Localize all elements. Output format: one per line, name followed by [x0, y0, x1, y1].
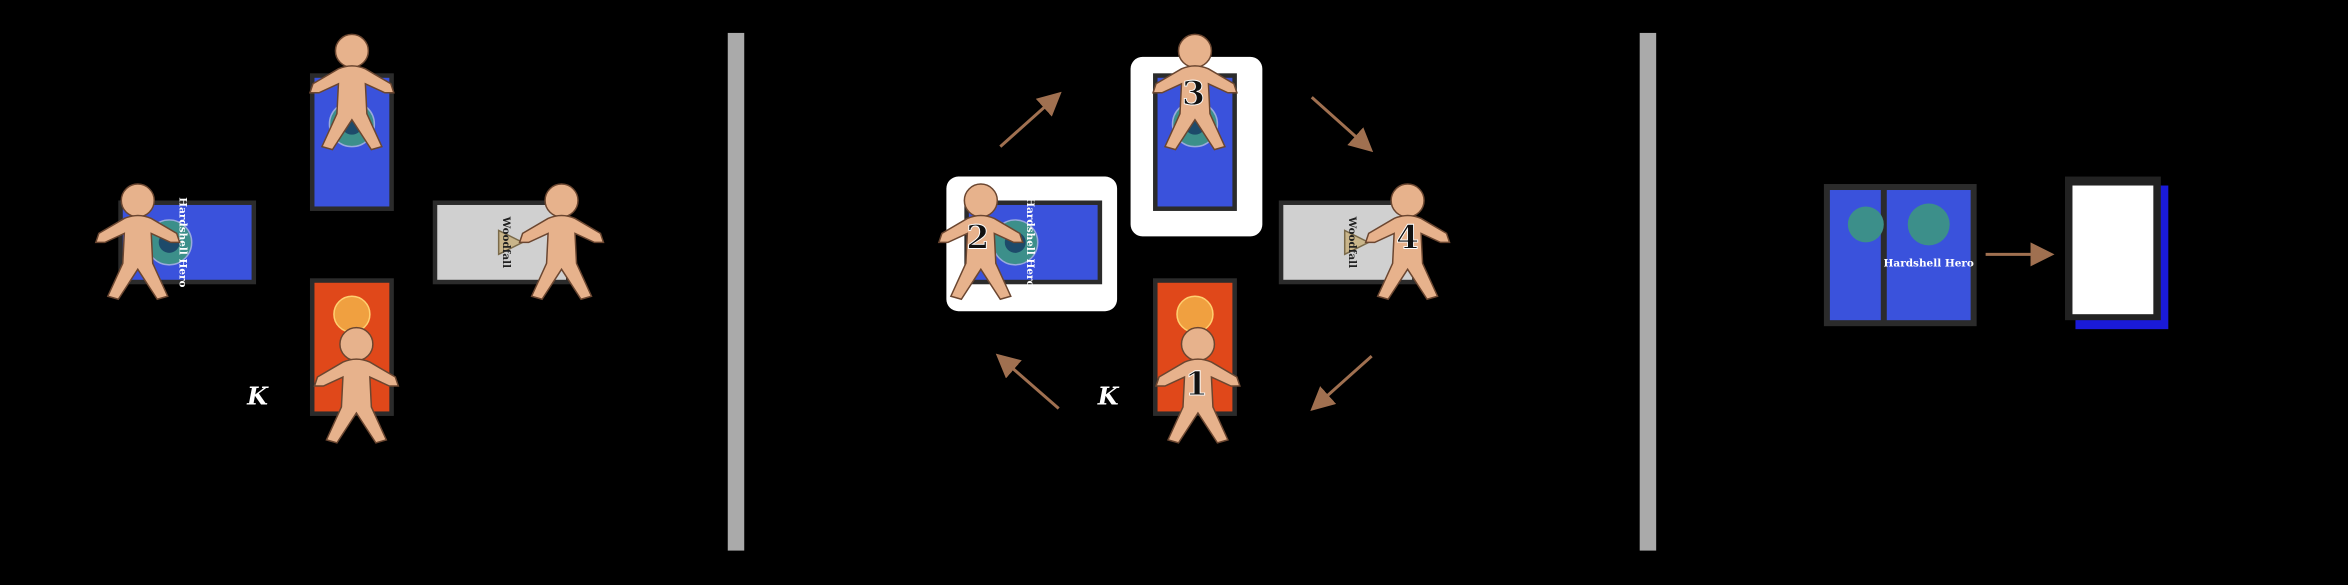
card-title: Woodfall — [500, 216, 512, 268]
arrow — [999, 91, 1062, 148]
emblem — [1847, 206, 1884, 243]
card-title: Hardshell Hero — [177, 197, 189, 287]
card-title: Hardshell Hero — [1024, 197, 1036, 287]
turn-number: 1 — [1185, 364, 1208, 403]
panel-discard: Hardshell Hero — [1823, 176, 2169, 330]
turn-number: 2 — [966, 217, 989, 256]
turn-number: 3 — [1182, 74, 1205, 113]
arrow — [1310, 96, 1374, 153]
first-player-mark: K — [246, 382, 269, 410]
divider — [727, 32, 745, 551]
empty-card — [2072, 185, 2154, 315]
first-player-mark: K — [1097, 382, 1120, 410]
card-title: Woodfall — [1346, 216, 1358, 268]
emblem — [1907, 203, 1950, 246]
panel-seating: Hardshell Hero Woodfall K — [95, 33, 605, 444]
panel-turn-order: Hardshell Hero Woodfall 3 2 4 1 K — [938, 33, 1451, 444]
card-title: Hardshell Hero — [1884, 257, 1974, 269]
turn-number: 4 — [1396, 217, 1419, 256]
arrow — [1310, 354, 1373, 411]
arrow — [995, 353, 1060, 410]
divider — [1639, 32, 1657, 551]
